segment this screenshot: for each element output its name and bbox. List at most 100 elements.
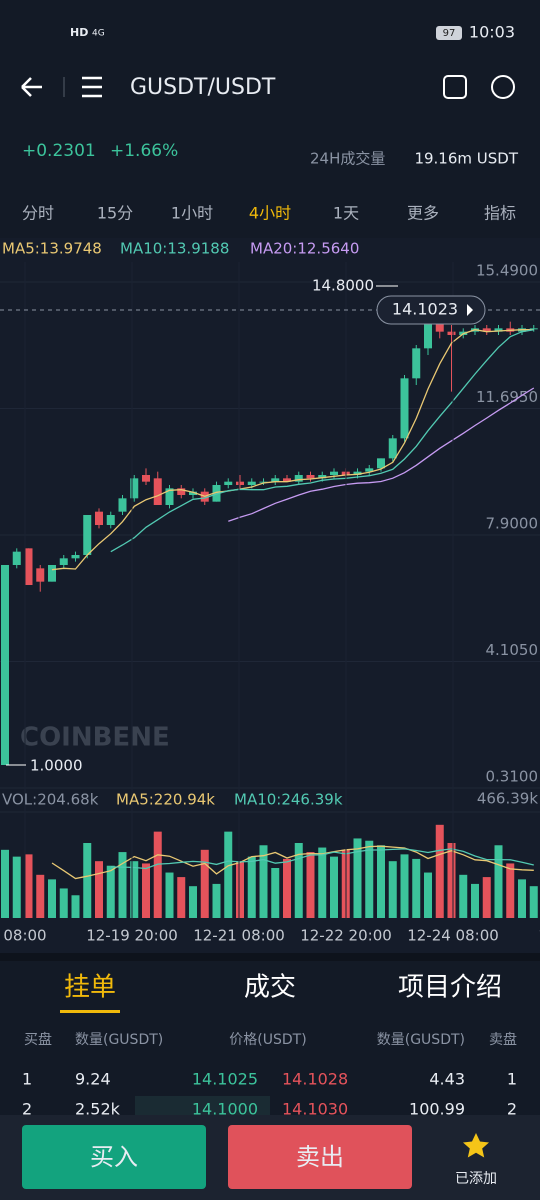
candle-body [142, 475, 150, 482]
candle-body [447, 331, 456, 335]
candle-body [365, 468, 374, 472]
ma5-legend: MA5:13.9748 [2, 240, 102, 258]
y-tick-label: 15.4900 [476, 262, 538, 280]
volume-bar [83, 842, 92, 918]
candle-body [294, 475, 303, 482]
candle-body [165, 488, 174, 505]
interval-tab[interactable]: 15分 [97, 204, 133, 223]
order-cell: 2 [22, 1100, 32, 1119]
candle-body [247, 481, 256, 485]
interval-tab[interactable]: 分时 [22, 204, 54, 223]
order-cell: 9.24 [75, 1070, 111, 1089]
low-label: 1.0000 [30, 757, 83, 775]
interval-tab[interactable]: 4小时 [249, 204, 291, 223]
candle-body [106, 515, 115, 525]
volume-bar [118, 852, 127, 918]
volume-bar [271, 867, 280, 918]
volume-bar [365, 840, 374, 918]
last-price: 14.1023 [392, 300, 458, 319]
candle-body [130, 478, 139, 499]
candle-body [48, 565, 56, 582]
volume-bar [294, 842, 303, 918]
volume-bar [318, 847, 327, 918]
column-header: 卖盘 [489, 1031, 517, 1048]
order-cell: 1 [22, 1070, 32, 1089]
candle-body [71, 555, 80, 559]
ma20-line [228, 387, 535, 522]
interval-tab[interactable]: 1小时 [171, 204, 213, 223]
buy-button[interactable] [22, 1125, 206, 1189]
volume-bar [353, 838, 362, 918]
candle-body [259, 481, 268, 483]
order-cell: 14.1028 [282, 1070, 348, 1089]
battery [436, 26, 462, 40]
volume-bar [24, 854, 33, 918]
section-tab[interactable]: 挂单 [64, 973, 116, 1003]
candle-body [412, 348, 421, 379]
x-tick-label: 12-21 08:00 [193, 927, 285, 945]
interval-tab[interactable]: 1天 [333, 204, 359, 223]
candle-body [353, 471, 362, 475]
order-cell: 14.1000 [192, 1100, 258, 1119]
order-cell: 1 [507, 1070, 517, 1089]
candle-body [153, 478, 162, 505]
order-cell: 2 [507, 1100, 517, 1119]
candle-body [12, 551, 21, 565]
candle-body [224, 481, 233, 485]
candle-body [83, 515, 92, 555]
menu-button[interactable] [82, 76, 102, 98]
candle-body [400, 378, 409, 439]
candle-body [189, 491, 197, 495]
candle-body [377, 458, 385, 469]
x-tick-label: 12-24 08:00 [407, 927, 499, 945]
candle-body [1, 565, 9, 765]
vol-legend: VOL:204.68k [2, 791, 99, 809]
volume-bar [177, 877, 186, 918]
volume-bar [482, 877, 491, 918]
interval-tab[interactable]: 指标 [484, 204, 516, 223]
x-tick-label: 12-19 20:00 [86, 927, 178, 945]
order-cell: 14.1030 [282, 1100, 348, 1119]
volume-bar [12, 856, 21, 918]
vol-ma10-legend: MA10:246.39k [234, 791, 343, 809]
volume-bar [59, 888, 68, 918]
x-tick-label: 12-22 20:00 [300, 927, 392, 945]
volume-label: 24H成交量 [310, 150, 385, 168]
section-tab[interactable]: 成交 [244, 973, 296, 1003]
y-tick-label: 7.9000 [486, 515, 539, 533]
fullscreen-button[interactable] [443, 75, 467, 99]
net-indicator: HD [70, 26, 88, 39]
favorite-icon[interactable] [463, 1133, 489, 1158]
volume-bar [48, 879, 56, 918]
ma10-legend: MA10:13.9188 [120, 240, 229, 258]
x-tick-label: 08:00 [3, 927, 46, 945]
volume-bar [471, 883, 479, 918]
sell-button[interactable] [228, 1125, 412, 1189]
high-label: 14.8000 [312, 277, 374, 295]
candle-body [95, 511, 103, 525]
tab-underline [60, 1010, 120, 1013]
volume-bar [306, 852, 315, 918]
last-price-badge[interactable] [376, 295, 486, 325]
candle-body [482, 328, 491, 332]
separator [0, 953, 540, 961]
candle-body [424, 321, 432, 349]
volume-bar [212, 883, 221, 918]
clock: 10:03 [469, 23, 515, 42]
section-tab[interactable]: 项目介绍 [398, 973, 502, 1003]
order-cell: 4.43 [429, 1070, 465, 1089]
back-button[interactable] [21, 77, 42, 97]
order-cell: 14.1025 [192, 1070, 258, 1089]
order-cell: 2.52k [75, 1100, 121, 1119]
battery-level: 97 [443, 28, 456, 39]
badge-arrow [467, 304, 473, 316]
candle-body [36, 568, 45, 582]
volume-bar [330, 856, 338, 918]
volume-bar [200, 849, 209, 918]
share-button[interactable] [491, 75, 515, 99]
price-change-pct: +1.66% [110, 141, 178, 161]
volume-bar [529, 886, 538, 918]
interval-tab[interactable]: 更多 [407, 204, 439, 223]
